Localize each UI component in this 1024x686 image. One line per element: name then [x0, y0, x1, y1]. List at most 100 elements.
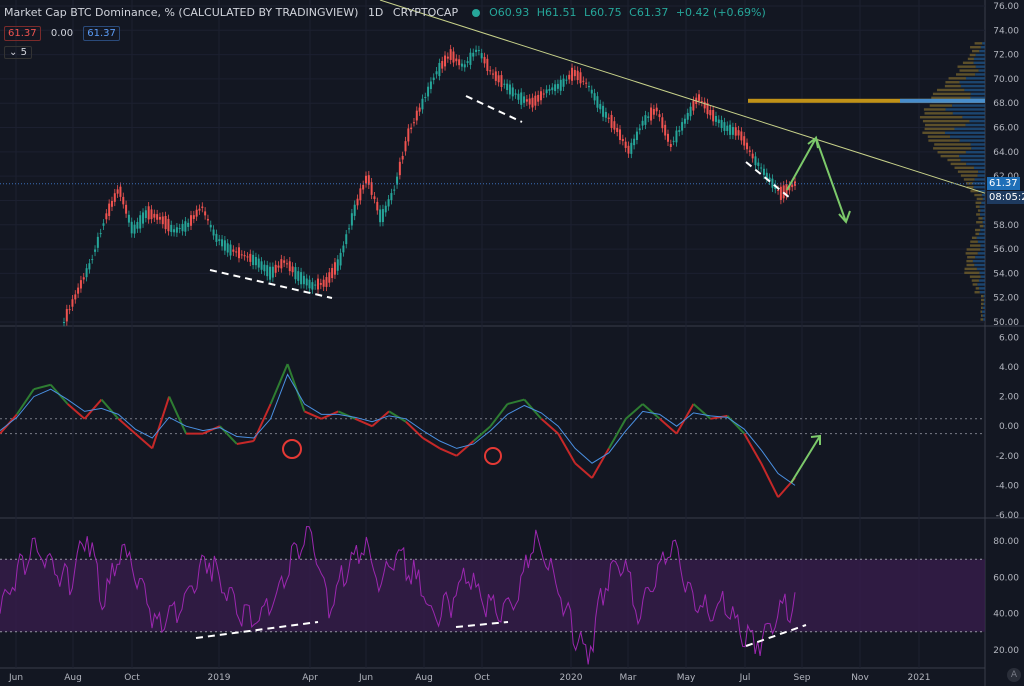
price-candle [365, 176, 367, 184]
x-tick-label: 2021 [908, 673, 931, 683]
price-candle [537, 95, 539, 102]
volume-profile-bar-down [981, 202, 985, 204]
auto-scale-button[interactable]: A [1007, 668, 1021, 682]
volume-profile-bar-up [951, 163, 967, 165]
volume-profile-bar-up [967, 256, 975, 258]
price-candle [351, 213, 353, 225]
volume-profile-bar-up [970, 240, 978, 242]
volume-profile-bar-up [964, 272, 979, 274]
volume-profile-bar-up [967, 264, 975, 266]
price-candle [599, 104, 601, 109]
low-value: L60.75 [584, 6, 622, 19]
price-candle [639, 128, 641, 130]
price-candle [419, 108, 421, 112]
price-candle [475, 50, 477, 52]
price-candle [286, 263, 288, 264]
volume-profile-bar-up [930, 104, 952, 106]
price-candle [280, 259, 282, 268]
volume-profile-bar-down [953, 112, 985, 114]
status-dot-icon [472, 9, 480, 17]
price-candle [77, 288, 79, 294]
price-candle [393, 190, 395, 191]
price-candle [540, 91, 542, 100]
price-candle [687, 113, 689, 120]
price-candle [509, 84, 511, 94]
volume-profile-bar-down [975, 256, 985, 258]
price-candle [633, 139, 635, 145]
volume-profile-bar-up [966, 260, 973, 262]
symbol-title[interactable]: Market Cap BTC Dominance, % (CALCULATED … [4, 6, 358, 19]
rsi-band [0, 559, 985, 632]
price-candle [241, 254, 243, 255]
price-candle [673, 141, 675, 142]
x-tick-label: Aug [415, 673, 433, 683]
price-candle [780, 187, 782, 200]
price-candle [402, 156, 404, 160]
volume-profile-bar-down [979, 233, 985, 235]
x-tick-label: Jul [739, 673, 751, 683]
price-candle [100, 233, 102, 234]
price-divergence-line [466, 96, 522, 122]
volume-profile-bar-up [981, 303, 984, 305]
price-candle [74, 294, 76, 299]
x-tick-label: Oct [474, 673, 490, 683]
price-candle [565, 80, 567, 81]
price-candle [534, 96, 536, 106]
exchange-label[interactable]: CRYPTOCAP [393, 6, 458, 19]
price-candle [238, 247, 240, 258]
price-candle [244, 255, 246, 256]
volume-profile-bar-up [958, 170, 978, 172]
price-candle [571, 68, 573, 81]
x-tick-label: 2019 [208, 673, 231, 683]
price-candle [644, 115, 646, 125]
volume-profile-bar-up [975, 229, 980, 231]
macd-line-segment [68, 404, 85, 419]
volume-profile-bar-down [983, 314, 985, 316]
interval-label[interactable]: 1D [368, 6, 383, 19]
macd-tick-label: 2.00 [999, 393, 1019, 403]
volume-profile-bar-down [960, 81, 985, 83]
price-candle [721, 120, 723, 128]
macd-line-segment [541, 419, 558, 434]
price-candle [503, 84, 505, 85]
price-candle [523, 96, 525, 102]
price-candle [235, 251, 237, 252]
volume-profile-bar-up [980, 225, 984, 227]
price-candle [142, 212, 144, 223]
rsi-tick-label: 40.00 [993, 610, 1019, 620]
price-candle [182, 224, 184, 231]
macd-line-segment [152, 397, 169, 449]
volume-profile-bar-down [960, 139, 985, 141]
volume-profile-bar-up [925, 112, 953, 114]
price-candle [230, 245, 232, 256]
volume-profile-bar-down [971, 93, 985, 95]
price-candle [218, 239, 220, 241]
price-candle [210, 225, 212, 228]
price-candle [447, 57, 449, 59]
macd-tick-label: 4.00 [999, 363, 1019, 373]
volume-profile-bar-up [960, 69, 979, 71]
price-candle [173, 229, 175, 232]
price-candle [63, 322, 65, 323]
price-candle [297, 271, 299, 281]
volume-profile-bar-down [982, 42, 985, 44]
price-candle [670, 144, 672, 147]
price-candle [88, 263, 90, 269]
volume-profile-bar-up [928, 139, 959, 141]
price-candle [771, 179, 773, 188]
price-candle [373, 196, 375, 199]
price-candle [551, 87, 553, 90]
volume-profile-bar-down [984, 295, 985, 297]
price-candle [594, 93, 596, 100]
collapse-indicators-button[interactable]: ⌄ 5 [4, 46, 32, 59]
price-candle [204, 211, 206, 215]
price-candle [176, 227, 178, 232]
price-candle [675, 131, 677, 143]
price-candle [726, 126, 728, 131]
price-candle [588, 86, 590, 87]
macd-line-segment [694, 404, 711, 419]
price-candle [320, 283, 322, 285]
price-candle [207, 219, 209, 221]
volume-profile-bar-up [976, 205, 980, 207]
